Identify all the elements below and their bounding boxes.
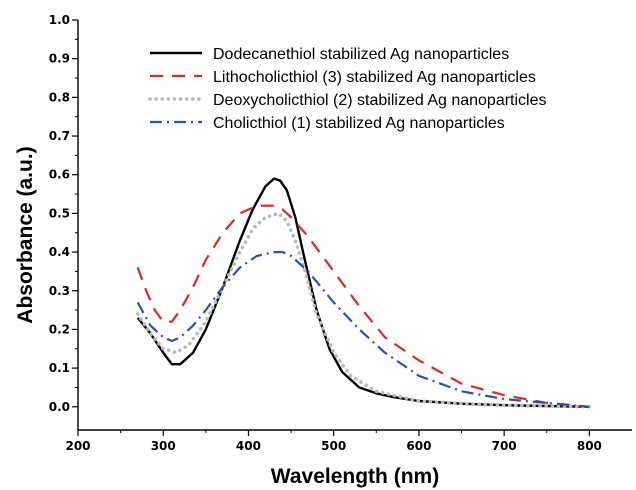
y-tick-label: 0.1 [49,361,70,375]
x-axis-ticks: 200 300 400 500 600 700 800 [65,430,602,453]
series-line-2 [136,204,590,408]
y-tick-label: 0.3 [49,284,70,298]
series-line-4 [136,251,590,408]
y-axis-ticks: 0.0 0.1 0.2 0.3 0.4 0.5 0.6 0.7 0.8 0.9 1.0 [49,13,78,414]
x-tick-label: 200 [65,439,90,453]
y-tick-label: 0.2 [49,322,70,336]
legend-label-1: Dodecanethiol stabilized Ag nanoparticle… [213,46,509,63]
legend: Dodecanethiol stabilized Ag nanoparticle… [148,46,547,132]
y-tick-label: 0.5 [49,206,70,220]
x-tick-label: 500 [321,439,346,453]
plot-frame [77,20,632,431]
y-tick-label: 0.0 [49,400,70,414]
series-line-3 [135,211,592,409]
legend-label-3: Deoxycholicthiol (2) stabilized Ag nanop… [213,92,547,109]
x-tick-label: 300 [151,439,176,453]
legend-label-4: Cholicthiol (1) stabilized Ag nanopartic… [213,115,505,132]
series-lines [135,177,592,409]
x-tick-label: 400 [236,439,261,453]
y-tick-label: 0.9 [49,52,70,66]
y-tick-label: 0.7 [49,129,70,143]
legend-label-2: Lithocholicthiol (3) stabilized Ag nanop… [213,69,536,86]
x-tick-label: 600 [406,439,431,453]
y-tick-label: 0.4 [49,245,70,259]
y-axis-title: Absorbance (a.u.) [14,146,37,323]
x-axis-title: Wavelength (nm) [271,465,439,488]
series-line-1 [136,177,590,408]
y-tick-label: 1.0 [49,13,70,27]
y-tick-label: 0.6 [49,168,70,182]
x-tick-label: 800 [577,439,602,453]
y-tick-label: 0.8 [49,90,70,104]
x-tick-label: 700 [492,439,517,453]
